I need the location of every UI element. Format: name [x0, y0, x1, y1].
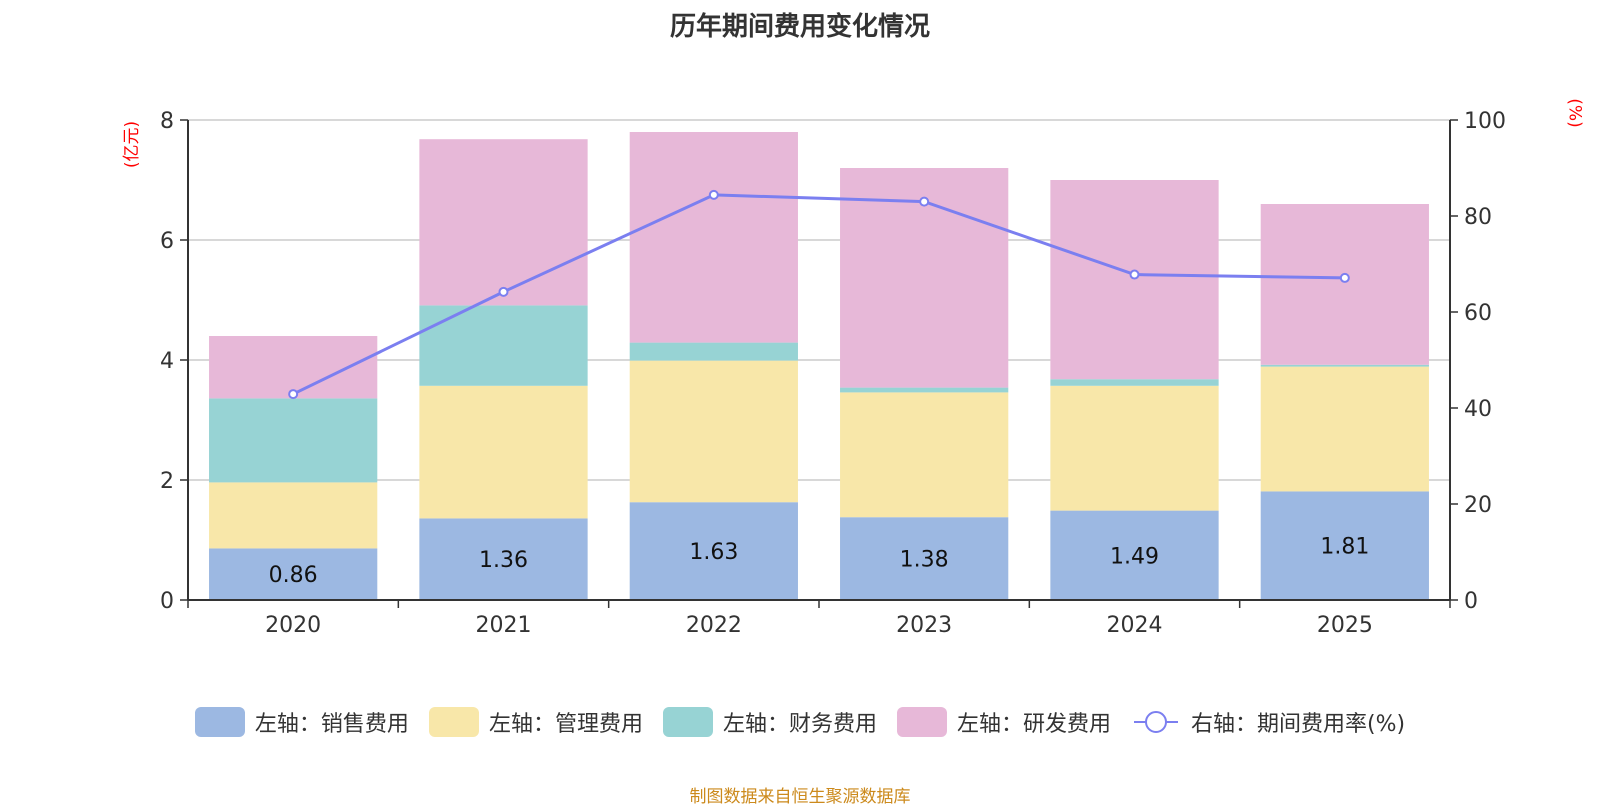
bar-segment-1 — [629, 360, 798, 503]
legend-label: 左轴：管理费用 — [488, 712, 643, 737]
x-axis-tick-label: 2023 — [896, 613, 952, 638]
bar-segment-0 — [419, 518, 588, 600]
bar-segment-3 — [1260, 204, 1429, 365]
right-axis-tick-label: 40 — [1464, 397, 1492, 422]
x-axis-tick-label: 2024 — [1107, 613, 1163, 638]
legend-label: 左轴：研发费用 — [956, 712, 1111, 737]
bar-segment-3 — [419, 139, 588, 306]
left-axis-tick-label: 8 — [160, 109, 174, 134]
x-axis-tick-label: 2025 — [1317, 613, 1373, 638]
bar-segment-2 — [1260, 364, 1429, 367]
chart-title: 历年期间费用变化情况 — [669, 12, 930, 42]
bar-segment-0 — [840, 517, 1009, 600]
bar-data-label: 1.36 — [479, 548, 528, 573]
legend-item[interactable]: 左轴：财务费用 — [662, 706, 877, 738]
right-axis-tick-label: 20 — [1464, 493, 1492, 518]
legend-item[interactable]: 左轴：管理费用 — [428, 706, 643, 738]
legend-label: 左轴：销售费用 — [254, 712, 409, 737]
legend: 左轴：销售费用 左轴：管理费用 左轴：财务费用 左轴：研发费用 右轴：期间费用率(%) — [0, 706, 1600, 738]
bar-segment-2 — [1050, 379, 1219, 386]
right-axis-unit: (%) — [1564, 98, 1585, 128]
right-axis-tick-label: 80 — [1464, 205, 1492, 230]
rate-point — [1129, 269, 1140, 280]
rate-point — [708, 189, 719, 200]
left-axis-tick-label: 0 — [160, 589, 174, 614]
bar-segment-1 — [1050, 385, 1219, 511]
bar-data-label: 0.86 — [269, 563, 318, 588]
rate-line — [292, 193, 1345, 396]
bar-segment-0 — [1050, 510, 1219, 600]
left-axis-tick-label: 2 — [160, 469, 174, 494]
left-axis-tick-label: 6 — [160, 229, 174, 254]
bar-segment-1 — [209, 482, 378, 549]
bar-data-label: 1.49 — [1110, 544, 1159, 569]
bar-data-label: 1.63 — [689, 540, 738, 565]
right-axis-tick-label: 100 — [1464, 109, 1506, 134]
legend-item[interactable]: 左轴：销售费用 — [194, 706, 409, 738]
bar-segment-1 — [1260, 366, 1429, 492]
bar-segment-2 — [419, 305, 588, 386]
bar-data-label: 1.81 — [1320, 535, 1369, 560]
bar-segment-2 — [840, 387, 1009, 393]
rate-point — [498, 286, 509, 297]
data-source-note: 制图数据来自恒生聚源数据库 — [689, 787, 911, 807]
right-axis-tick-label: 0 — [1464, 589, 1478, 614]
legend-label: 右轴：期间费用率(%) — [1190, 712, 1406, 737]
rate-point — [919, 196, 930, 207]
legend-item[interactable]: 右轴：期间费用率(%) — [1131, 706, 1405, 738]
bar-segment-1 — [840, 392, 1009, 518]
bar-segment-0 — [1260, 491, 1429, 600]
legend-label: 左轴：财务费用 — [722, 712, 877, 737]
bar-segment-2 — [629, 342, 798, 361]
rate-point — [288, 389, 299, 400]
rate-point — [1339, 272, 1350, 283]
left-axis-unit: (亿元) — [122, 120, 143, 169]
legend-swatch — [662, 707, 713, 737]
legend-swatch — [896, 707, 947, 737]
x-axis-tick-label: 2022 — [686, 613, 742, 638]
bar-segment-3 — [209, 336, 378, 399]
bar-segment-1 — [419, 385, 588, 519]
bar-segment-0 — [629, 502, 798, 600]
bar-data-label: 1.38 — [900, 548, 949, 573]
bar-segment-2 — [209, 398, 378, 483]
left-axis-tick-label: 4 — [160, 349, 174, 374]
x-axis-tick-label: 2020 — [265, 613, 321, 638]
x-axis-tick-label: 2021 — [476, 613, 532, 638]
bar-segment-0 — [209, 548, 378, 600]
right-axis-tick-label: 60 — [1464, 301, 1492, 326]
legend-line-circle-icon — [1133, 711, 1178, 733]
legend-item[interactable]: 左轴：研发费用 — [896, 706, 1111, 738]
legend-swatch — [194, 707, 245, 737]
legend-swatch — [428, 707, 479, 737]
bar-segment-3 — [629, 132, 798, 343]
bar-segment-3 — [1050, 180, 1219, 380]
